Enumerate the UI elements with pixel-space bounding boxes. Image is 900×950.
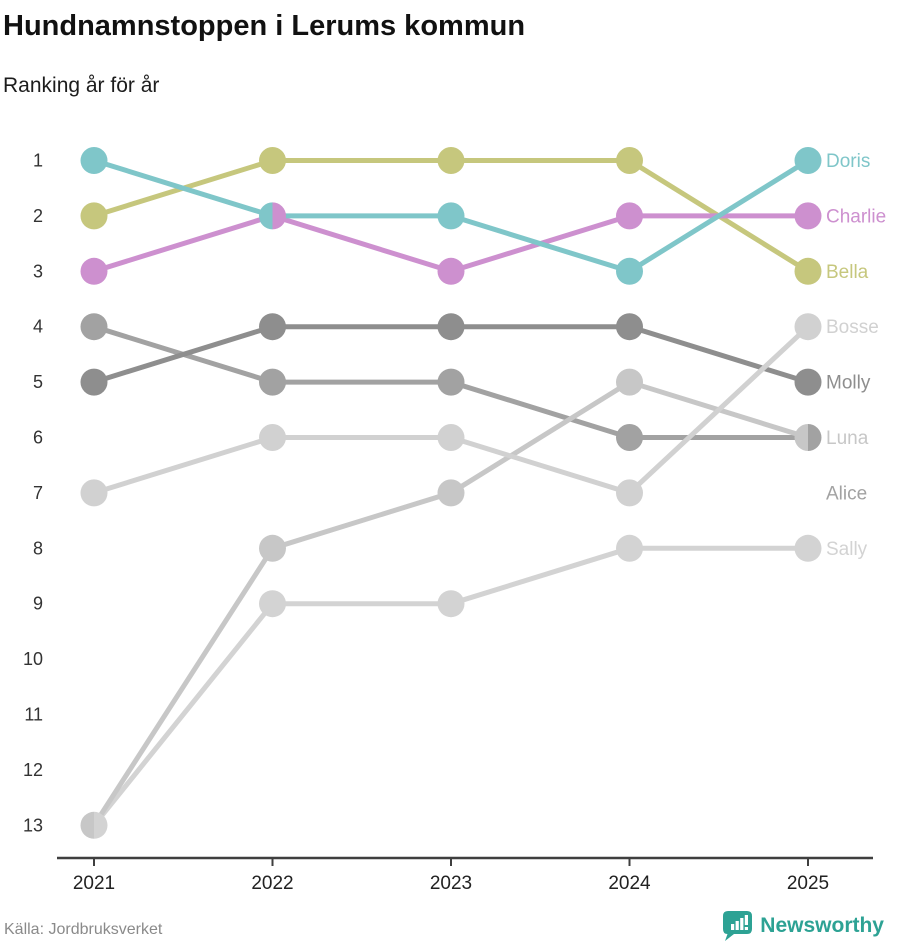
data-point-bella xyxy=(437,147,465,174)
data-point-doris xyxy=(794,147,822,174)
data-point-molly xyxy=(259,313,286,341)
y-tick-label: 8 xyxy=(33,538,43,558)
data-point-luna xyxy=(259,534,286,562)
data-point-bosse xyxy=(259,424,286,451)
series-line-sally xyxy=(92,545,808,827)
data-point-sally xyxy=(616,534,643,562)
data-point-doris xyxy=(616,257,643,285)
data-point-bella xyxy=(616,147,643,174)
data-point-bosse xyxy=(437,424,465,451)
data-point-bosse xyxy=(616,479,643,507)
brand-wordmark: Newsworthy xyxy=(760,914,884,937)
chart-subtitle: Ranking år för år xyxy=(3,74,160,97)
data-point-charlie xyxy=(437,257,465,285)
series-label-doris: Doris xyxy=(826,151,870,172)
bar-chart-speech-bubble-icon xyxy=(723,911,753,941)
data-point-sally xyxy=(259,590,286,618)
y-tick-label: 3 xyxy=(33,261,43,281)
data-point-half-charlie xyxy=(272,202,286,230)
series-label-sally: Sally xyxy=(826,539,868,560)
series-label-molly: Molly xyxy=(826,373,871,394)
x-tick-label: 2023 xyxy=(430,873,472,894)
series-label-alice: Alice xyxy=(826,483,867,504)
data-point-doris xyxy=(80,147,108,174)
data-point-charlie xyxy=(80,257,108,285)
data-point-charlie xyxy=(794,202,822,230)
data-point-molly xyxy=(616,313,643,341)
data-point-half-luna xyxy=(80,811,94,839)
data-point-alice xyxy=(80,313,108,341)
data-point-bella xyxy=(794,257,822,285)
data-point-molly xyxy=(437,313,465,341)
y-tick-label: 11 xyxy=(24,705,43,725)
y-tick-label: 7 xyxy=(33,483,43,503)
data-point-luna xyxy=(437,479,465,507)
data-point-bella xyxy=(80,202,108,230)
data-point-alice xyxy=(259,368,286,396)
data-point-bosse xyxy=(794,313,822,341)
series-label-charlie: Charlie xyxy=(826,206,886,227)
data-point-bosse xyxy=(80,479,108,507)
series-label-luna: Luna xyxy=(826,428,869,449)
series-label-bosse: Bosse xyxy=(826,317,879,338)
y-tick-label: 10 xyxy=(23,649,43,669)
x-tick-label: 2024 xyxy=(608,873,651,894)
series-label-bella: Bella xyxy=(826,262,869,283)
source-note: Källa: Jordbruksverket xyxy=(4,921,163,938)
brand-logo: Newsworthy xyxy=(723,910,884,942)
data-point-bella xyxy=(259,147,286,174)
data-point-molly xyxy=(794,368,822,396)
data-point-molly xyxy=(80,368,108,396)
data-point-luna xyxy=(616,368,643,396)
y-tick-label: 6 xyxy=(33,428,43,448)
data-point-sally xyxy=(437,590,465,618)
data-point-sally xyxy=(794,534,822,562)
x-tick-label: 2022 xyxy=(251,873,293,894)
y-tick-label: 12 xyxy=(23,760,43,780)
data-point-doris xyxy=(437,202,465,230)
y-tick-label: 5 xyxy=(33,372,43,392)
x-tick-label: 2021 xyxy=(73,873,115,894)
y-tick-label: 1 xyxy=(33,151,43,171)
series-line-bosse xyxy=(93,324,810,496)
data-point-alice xyxy=(616,424,643,451)
y-tick-label: 4 xyxy=(33,317,43,337)
data-point-half-sally xyxy=(94,811,108,839)
y-tick-label: 9 xyxy=(33,594,43,614)
data-point-half-luna xyxy=(794,424,808,451)
page-title: Hundnamnstoppen i Lerums kommun xyxy=(3,10,526,42)
data-point-half-alice xyxy=(808,424,822,451)
data-point-charlie xyxy=(616,202,643,230)
data-point-alice xyxy=(437,368,465,396)
y-tick-label: 2 xyxy=(33,206,43,226)
data-point-half-doris xyxy=(259,202,273,230)
x-tick-label: 2025 xyxy=(787,873,829,894)
y-tick-label: 13 xyxy=(23,815,43,835)
